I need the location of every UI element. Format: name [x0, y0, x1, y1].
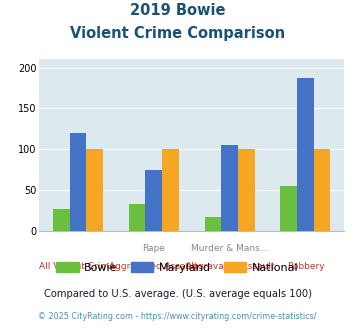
Bar [70, 133, 86, 231]
Bar [53, 209, 70, 231]
Text: © 2025 CityRating.com - https://www.cityrating.com/crime-statistics/: © 2025 CityRating.com - https://www.city… [38, 312, 317, 321]
Text: Rape: Rape [142, 244, 165, 253]
Text: Aggravated Assault: Aggravated Assault [109, 262, 198, 271]
Text: Murder & Mans...: Murder & Mans... [191, 244, 268, 253]
Bar [162, 149, 179, 231]
Text: 2019 Bowie: 2019 Bowie [130, 3, 225, 18]
Text: Aggravated Assault: Aggravated Assault [186, 262, 274, 271]
Text: Robbery: Robbery [288, 262, 325, 271]
Bar [238, 149, 255, 231]
Bar [280, 186, 297, 231]
Bar [204, 217, 221, 231]
Text: All Violent Crime: All Violent Crime [39, 262, 115, 271]
Bar [86, 149, 103, 231]
Text: Compared to U.S. average. (U.S. average equals 100): Compared to U.S. average. (U.S. average … [44, 289, 311, 299]
Text: Violent Crime Comparison: Violent Crime Comparison [70, 26, 285, 41]
Legend: Bowie, Maryland, National: Bowie, Maryland, National [52, 258, 303, 278]
Bar [297, 78, 314, 231]
Bar [314, 149, 331, 231]
Bar [146, 170, 162, 231]
Bar [129, 204, 146, 231]
Bar [221, 145, 238, 231]
